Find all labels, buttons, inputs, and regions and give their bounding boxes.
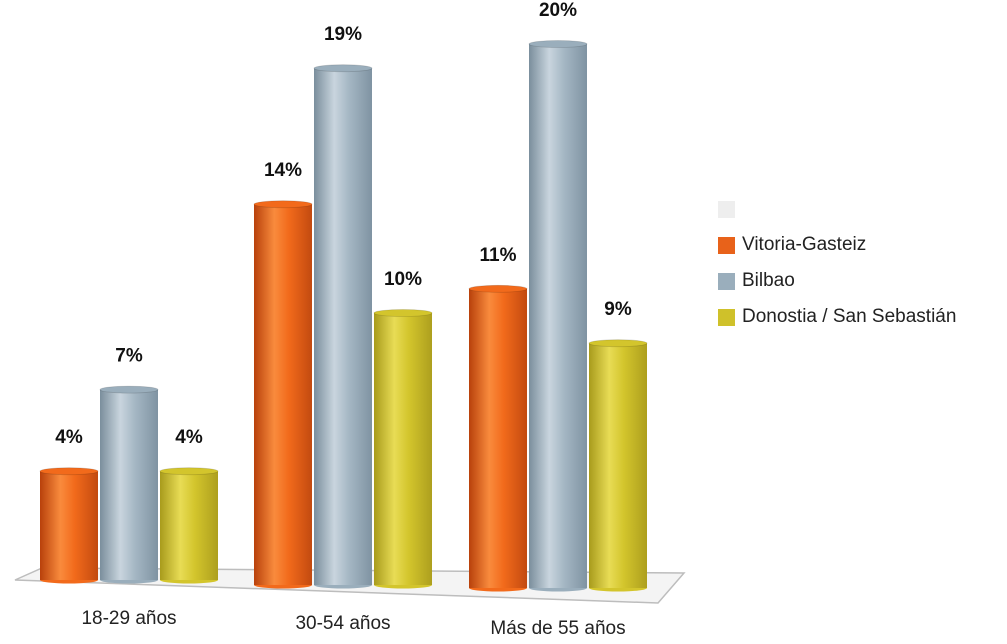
bar-bilbao-30-54-anos	[313, 64, 373, 589]
bar-vitoria-gasteiz-30-54-anos	[253, 200, 313, 589]
data-label-bilbao-30-54-anos: 19%	[324, 24, 362, 45]
bar-bilbao-18-29-anos	[99, 385, 159, 584]
data-label-vitoria-gasteiz-18-29-anos: 4%	[55, 427, 83, 448]
legend-label-vitoria: Vitoria-Gasteiz	[742, 234, 867, 255]
legend-swatch-vitoria	[718, 236, 735, 254]
category-label-30-54-anos: 30-54 años	[295, 613, 390, 634]
bar-donostia-san-sebastian-30-54-anos	[373, 309, 433, 589]
data-label-donostia-san-sebastian-30-54-anos: 10%	[384, 269, 422, 290]
data-label-donostia-san-sebastian-mas-de-55-anos: 9%	[604, 299, 632, 320]
legend-item-blank	[718, 197, 956, 221]
legend-swatch-blank	[718, 200, 735, 218]
legend-item-donostia: Donostia / San Sebastián	[718, 305, 956, 329]
legend-label-bilbao: Bilbao	[742, 270, 795, 291]
bar-vitoria-gasteiz-18-29-anos	[39, 467, 99, 584]
category-label-mas-de-55-anos: Más de 55 años	[490, 618, 625, 639]
data-label-bilbao-mas-de-55-anos: 20%	[539, 0, 577, 21]
data-label-donostia-san-sebastian-18-29-anos: 4%	[175, 427, 203, 448]
bar-donostia-san-sebastian-mas-de-55-anos	[588, 339, 648, 592]
bar-donostia-san-sebastian-18-29-anos	[159, 467, 219, 584]
bar-bilbao-mas-de-55-anos	[528, 40, 588, 592]
legend-item-bilbao: Bilbao	[718, 269, 956, 293]
data-label-bilbao-18-29-anos: 7%	[115, 346, 143, 367]
category-label-18-29-anos: 18-29 años	[81, 608, 176, 629]
data-label-vitoria-gasteiz-30-54-anos: 14%	[264, 160, 302, 181]
bars-group: 4% 7% 4% 14% 19% 10% 11% 20% 9%	[39, 0, 648, 592]
data-label-vitoria-gasteiz-mas-de-55-anos: 11%	[480, 245, 517, 266]
legend: Vitoria-Gasteiz Bilbao Donostia / San Se…	[718, 197, 956, 341]
category-labels: 18-29 años 30-54 años Más de 55 años	[81, 608, 625, 639]
legend-swatch-donostia	[718, 308, 735, 326]
legend-label-donostia: Donostia / San Sebastián	[742, 306, 957, 327]
legend-item-vitoria: Vitoria-Gasteiz	[718, 233, 956, 257]
bar-vitoria-gasteiz-mas-de-55-anos	[468, 284, 528, 592]
legend-swatch-bilbao	[718, 272, 735, 290]
